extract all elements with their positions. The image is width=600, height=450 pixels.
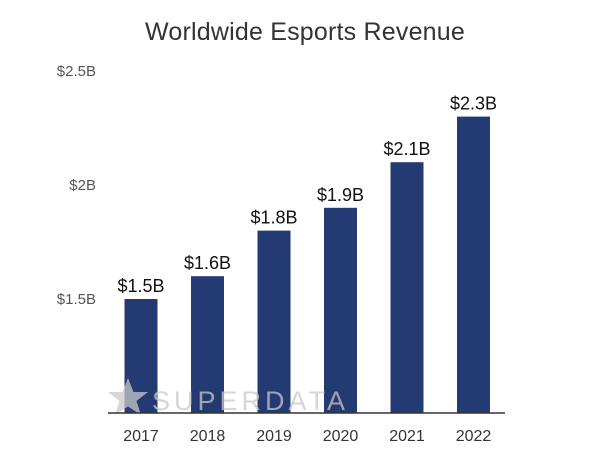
data-labels-group: $1.5B $1.6B $1.8B $1.9B $2.1B $2.3B xyxy=(117,94,497,296)
y-axis-ticks: $1.5B $2B $2.5B xyxy=(57,63,96,308)
bar-2019 xyxy=(257,230,291,413)
bar-2020 xyxy=(324,207,357,413)
bar-2018 xyxy=(191,276,224,413)
x-tick-label-2021: 2021 xyxy=(389,428,425,445)
data-label-2019: $1.8B xyxy=(250,208,297,228)
data-label-2018: $1.6B xyxy=(184,253,231,273)
bar-2022 xyxy=(457,116,490,413)
data-label-2017: $1.5B xyxy=(117,276,164,296)
bars-group xyxy=(124,116,490,413)
x-tick-label-2020: 2020 xyxy=(323,428,359,445)
y-tick-label: $1.5B xyxy=(57,291,96,308)
x-tick-label-2018: 2018 xyxy=(190,428,226,445)
bar-2021 xyxy=(390,162,424,413)
data-label-2021: $2.1B xyxy=(383,139,430,159)
x-axis-ticks: 2017 2018 2019 2020 2021 2022 xyxy=(123,428,491,445)
watermark: SUPERDATA xyxy=(108,378,349,416)
y-tick-label: $2B xyxy=(69,177,96,194)
x-tick-label-2019: 2019 xyxy=(256,428,292,445)
data-label-2022: $2.3B xyxy=(450,94,497,114)
y-tick-label: $2.5B xyxy=(57,63,96,80)
x-tick-label-2022: 2022 xyxy=(456,428,492,445)
x-tick-label-2017: 2017 xyxy=(123,428,159,445)
star-icon xyxy=(108,378,148,415)
watermark-text: SUPERDATA xyxy=(152,386,349,416)
data-label-2020: $1.9B xyxy=(317,185,364,205)
chart-title: Worldwide Esports Revenue xyxy=(145,18,465,46)
